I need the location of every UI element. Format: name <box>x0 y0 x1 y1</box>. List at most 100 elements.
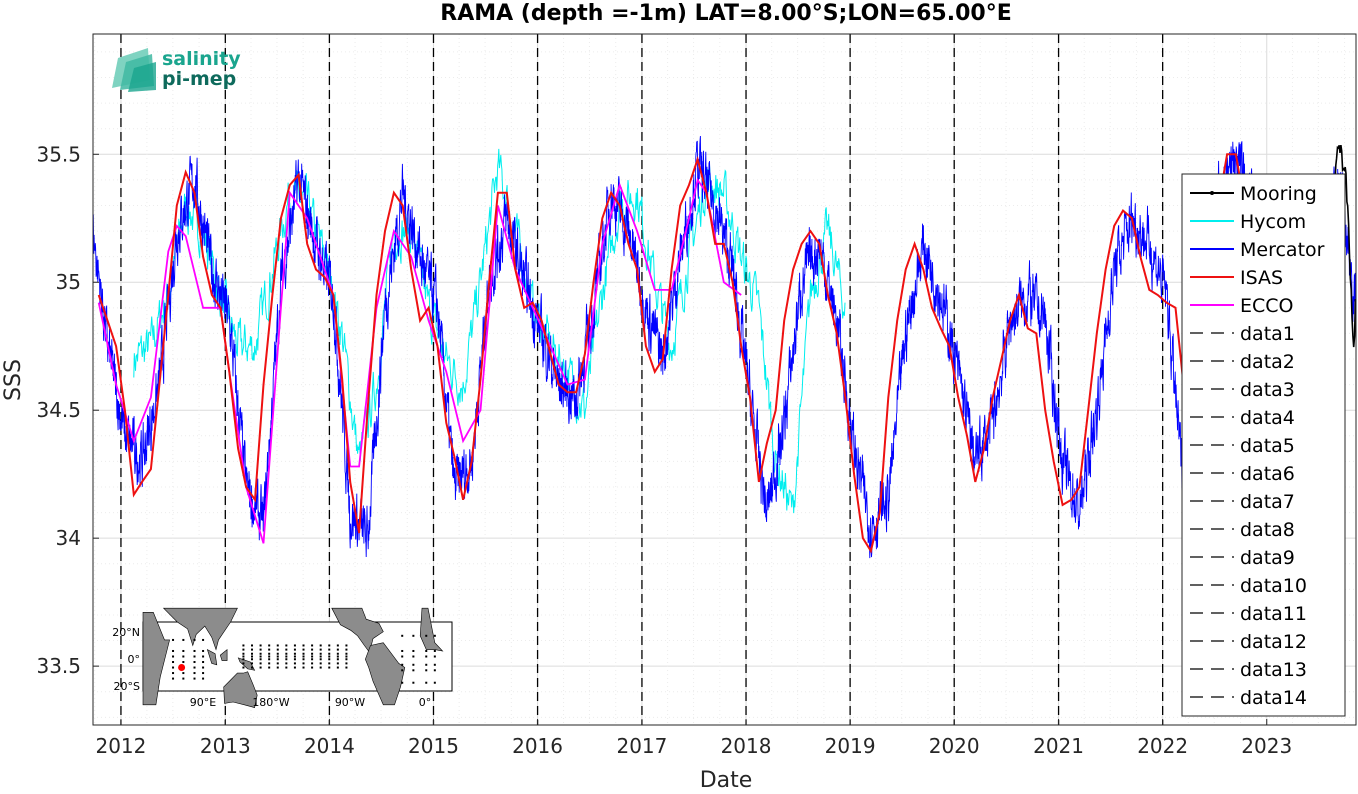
inset-land-2 <box>206 648 218 666</box>
x-tick-label: 2015 <box>408 734 459 758</box>
location-inset-map: 20°N 0° 20°S 90°E 180°W 90°W 0° <box>112 607 453 709</box>
inset-buoy <box>293 648 296 651</box>
inset-buoy <box>285 644 288 647</box>
legend-label: Mercator <box>1240 239 1325 261</box>
x-tick-label: 2023 <box>1241 734 1292 758</box>
inset-buoy <box>202 672 205 675</box>
inset-buoy <box>268 648 271 651</box>
legend-label: data6 <box>1240 463 1295 485</box>
inset-buoy <box>311 662 314 665</box>
inset-buoy <box>293 666 296 669</box>
inset-buoy <box>425 669 428 672</box>
inset-buoy <box>285 652 288 655</box>
inset-buoy <box>202 677 205 680</box>
x-axis-label: Date <box>700 768 753 790</box>
inset-landmasses <box>142 607 444 708</box>
inset-buoy <box>172 661 175 664</box>
inset-buoy <box>401 655 404 658</box>
inset-buoy <box>276 652 279 655</box>
inset-buoy <box>328 666 331 669</box>
series-lines <box>92 135 1357 559</box>
inset-buoy <box>319 648 322 651</box>
inset-buoy <box>425 634 428 637</box>
legend-label: ISAS <box>1240 267 1283 289</box>
inset-buoy <box>182 661 185 664</box>
inset-buoy <box>336 644 339 647</box>
inset-buoy <box>345 655 348 658</box>
inset-land-3 <box>219 648 228 661</box>
legend-item-isas: ISAS <box>1190 267 1283 289</box>
inset-buoy <box>251 648 254 651</box>
year-reference-lines <box>120 34 1164 725</box>
legend: Mooring Hycom Mercator ISAS ECCO data1 data2 da… <box>1181 173 1346 717</box>
inset-buoy <box>425 663 428 666</box>
inset-buoy <box>242 658 245 661</box>
inset-buoy <box>401 634 404 637</box>
legend-label: data11 <box>1240 603 1307 625</box>
inset-buoy <box>319 658 322 661</box>
legend-item-data7: data7 <box>1190 491 1295 513</box>
inset-buoy <box>302 662 305 665</box>
inset-buoy <box>202 655 205 658</box>
inset-buoy <box>302 644 305 647</box>
inset-buoy <box>259 652 262 655</box>
legend-box <box>1181 173 1346 717</box>
inset-buoy <box>328 652 331 655</box>
mooring-location-marker <box>178 664 186 671</box>
inset-buoy <box>251 662 254 665</box>
inset-buoy <box>311 648 314 651</box>
inset-buoy <box>242 644 245 647</box>
series-line-ecco <box>97 177 742 544</box>
inset-buoy <box>182 655 185 658</box>
inset-land-8 <box>419 607 444 652</box>
inset-land-4 <box>237 657 256 671</box>
inset-buoy <box>251 658 254 661</box>
inset-buoy <box>311 652 314 655</box>
salinity-pi-mep-logo: salinity pi-mep <box>112 48 241 92</box>
inset-buoy <box>319 655 322 658</box>
inset-buoy <box>302 666 305 669</box>
logo-line2: pi-mep <box>162 68 236 90</box>
inset-buoy <box>172 655 175 658</box>
x-tick-label: 2021 <box>1033 734 1084 758</box>
inset-buoy <box>259 666 262 669</box>
inset-buoy <box>182 649 185 652</box>
inset-buoy <box>412 681 415 684</box>
inset-buoy <box>433 681 436 684</box>
inset-buoy <box>251 655 254 658</box>
grid <box>93 34 1356 725</box>
inset-buoy <box>412 669 415 672</box>
inset-buoy <box>311 644 314 647</box>
inset-buoy <box>276 666 279 669</box>
inset-buoy <box>401 681 404 684</box>
inset-buoy <box>293 658 296 661</box>
inset-lon-90e: 90°E <box>190 696 216 709</box>
inset-lat-20n: 20°N <box>112 626 140 639</box>
legend-item-mooring: Mooring <box>1190 183 1317 205</box>
inset-buoy <box>276 658 279 661</box>
plot-frame <box>92 33 1357 726</box>
inset-buoy <box>328 662 331 665</box>
inset-buoy <box>336 666 339 669</box>
legend-label: data1 <box>1240 323 1295 345</box>
inset-buoy <box>193 666 196 669</box>
inset-buoy <box>242 666 245 669</box>
inset-buoy <box>311 658 314 661</box>
legend-label: Hycom <box>1240 211 1306 233</box>
inset-buoy <box>276 648 279 651</box>
x-tick-label: 2020 <box>929 734 980 758</box>
inset-buoy <box>193 655 196 658</box>
legend-item-data10: data10 <box>1190 575 1307 597</box>
y-tick-label: 35 <box>56 270 81 294</box>
inset-buoy <box>285 662 288 665</box>
inset-buoy <box>182 677 185 680</box>
y-axis-label: SSS <box>1 359 26 401</box>
inset-buoy <box>328 655 331 658</box>
inset-buoy <box>319 652 322 655</box>
y-axis-ticks: 33.5 34 34.5 35 35.5 <box>36 142 99 678</box>
inset-buoy <box>182 638 185 641</box>
legend-label: ECCO <box>1240 295 1294 317</box>
inset-buoy <box>336 652 339 655</box>
inset-buoy <box>345 644 348 647</box>
x-tick-label: 2022 <box>1137 734 1188 758</box>
